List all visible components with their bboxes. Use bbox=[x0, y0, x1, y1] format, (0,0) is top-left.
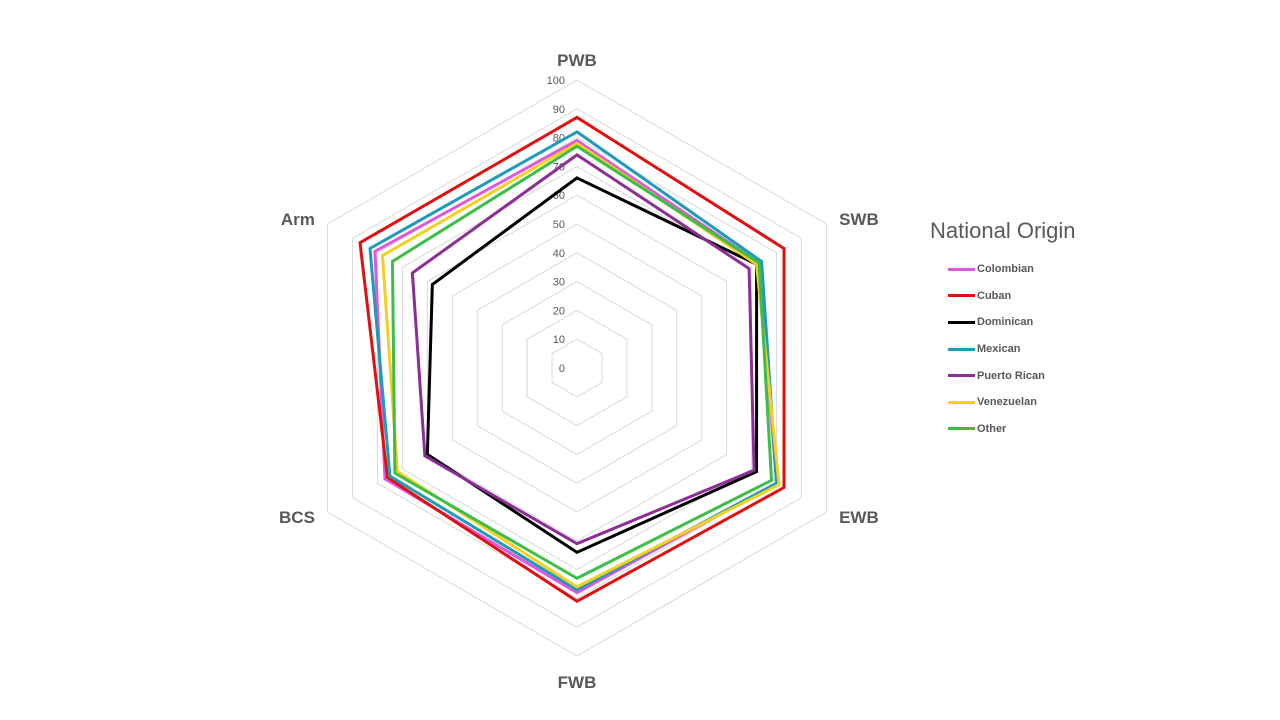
axis-label-arm: Arm bbox=[281, 210, 315, 229]
legend-swatch bbox=[948, 427, 975, 431]
grid-ring-10 bbox=[551, 338, 603, 398]
legend-label: Cuban bbox=[977, 289, 1012, 302]
grid-ring-50 bbox=[451, 223, 703, 513]
legend-swatch bbox=[948, 374, 975, 378]
grid-ring-100 bbox=[327, 79, 827, 657]
legend-item: Puerto Rican bbox=[930, 362, 1170, 389]
legend: National Origin Colombian Cuban Dominican M… bbox=[930, 218, 1170, 442]
series-puerto-rican bbox=[410, 153, 756, 546]
axis-labels: PWB SWB EWB FWB BCS Arm bbox=[279, 51, 879, 692]
legend-swatch bbox=[948, 294, 975, 298]
grid-ring-60 bbox=[426, 194, 728, 542]
legend-label: Puerto Rican bbox=[977, 369, 1045, 382]
legend-title: National Origin bbox=[930, 218, 1076, 243]
legend-item: Mexican bbox=[930, 336, 1170, 363]
tick-label-90: 90 bbox=[553, 104, 565, 116]
axis-label-bcs: BCS bbox=[279, 508, 315, 527]
tick-label-20: 20 bbox=[553, 305, 565, 317]
legend-label: Venezuelan bbox=[977, 396, 1037, 409]
legend-list: Colombian Cuban Dominican Mexican Puerto Ric… bbox=[930, 256, 1170, 442]
legend-item: Cuban bbox=[930, 283, 1170, 310]
tick-label-0: 0 bbox=[559, 363, 565, 375]
tick-label-30: 30 bbox=[553, 277, 565, 289]
legend-item: Colombian bbox=[930, 256, 1170, 283]
legend-label: Mexican bbox=[977, 343, 1021, 356]
axis-label-ewb: EWB bbox=[839, 508, 879, 527]
grid-ring-90 bbox=[352, 108, 802, 628]
radar-grid bbox=[327, 79, 827, 657]
series-other bbox=[390, 144, 774, 580]
legend-swatch bbox=[948, 400, 975, 404]
legend-item: Venezuelan bbox=[930, 389, 1170, 416]
grid-ring-40 bbox=[476, 252, 678, 484]
legend-label: Other bbox=[977, 422, 1007, 435]
axis-label-swb: SWB bbox=[839, 210, 879, 229]
series-venezuelan bbox=[380, 141, 781, 589]
legend-swatch bbox=[948, 267, 975, 271]
tick-label-50: 50 bbox=[553, 219, 565, 231]
axis-label-fwb: FWB bbox=[558, 673, 597, 692]
grid-ring-80 bbox=[376, 137, 778, 599]
grid-ring-30 bbox=[501, 281, 653, 455]
radar-series bbox=[358, 115, 786, 604]
legend-label: Colombian bbox=[977, 263, 1034, 276]
legend-swatch bbox=[948, 320, 975, 324]
tick-label-10: 10 bbox=[553, 334, 565, 346]
legend-item: Dominican bbox=[930, 309, 1170, 336]
tick-label-100: 100 bbox=[547, 75, 565, 87]
legend-item: Other bbox=[930, 416, 1170, 443]
legend-swatch bbox=[948, 347, 975, 351]
legend-label: Dominican bbox=[977, 316, 1034, 329]
series-mexican bbox=[368, 130, 779, 592]
axis-label-pwb: PWB bbox=[557, 51, 597, 70]
grid-ring-20 bbox=[526, 309, 628, 427]
grid-ring-70 bbox=[401, 165, 753, 571]
tick-label-40: 40 bbox=[553, 248, 565, 260]
series-cuban bbox=[358, 115, 786, 604]
